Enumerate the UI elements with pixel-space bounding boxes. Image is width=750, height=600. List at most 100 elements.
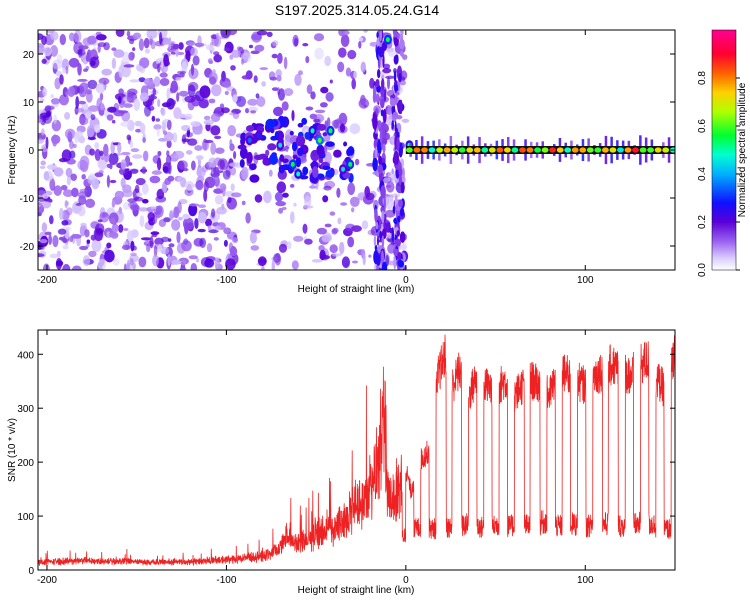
- heatmap-cell: [386, 76, 391, 90]
- heatmap-cell: [395, 54, 399, 64]
- heatmap-cell: [78, 48, 83, 59]
- heatmap-cell: [142, 198, 149, 204]
- heatmap-cell: [143, 78, 154, 86]
- heatmap-cell: [133, 98, 140, 112]
- heatmap-cell: [62, 264, 71, 270]
- heatmap-cell: [392, 111, 399, 119]
- spectrogram-ytick-label: 10: [23, 98, 35, 109]
- heatmap-cell: [41, 128, 45, 136]
- heatmap-cell: [379, 30, 383, 42]
- heatmap-cell: [38, 202, 42, 206]
- heatmap-cell: [241, 200, 246, 206]
- heatmap-cell: [265, 118, 276, 129]
- heatmap-cell: [400, 50, 404, 57]
- heatmap-cell: [295, 135, 306, 147]
- spectrogram-ytick-label: 0: [28, 146, 34, 157]
- heatmap-cell: [394, 135, 398, 151]
- heatmap-cell: [399, 99, 403, 115]
- signal-point: [586, 147, 594, 153]
- heatmap-cell: [301, 117, 308, 125]
- heatmap-cell: [382, 143, 386, 154]
- heatmap-cell: [104, 249, 115, 263]
- heatmap-cell: [154, 40, 164, 47]
- heatmap-cell: [56, 260, 64, 267]
- heatmap-cell: [167, 254, 171, 266]
- snr-xtick-label: 0: [403, 575, 409, 586]
- heatmap-cell: [118, 167, 128, 176]
- heatmap-cell: [178, 42, 184, 50]
- heatmap-cell: [53, 185, 62, 197]
- heatmap-cell: [188, 203, 200, 207]
- snr-xtick-label: 100: [577, 575, 594, 586]
- signal-point: [473, 147, 481, 153]
- heatmap-cell: [377, 164, 383, 174]
- heatmap-cell: [387, 50, 398, 58]
- heatmap-cell: [86, 239, 91, 244]
- heatmap-cell: [77, 100, 86, 105]
- heatmap-cell: [241, 166, 249, 180]
- heatmap-cell: [216, 206, 228, 215]
- heatmap-cell: [99, 150, 104, 157]
- heatmap-cell: [90, 114, 96, 121]
- heatmap-cell: [39, 239, 48, 244]
- heatmap-cell: [150, 40, 156, 50]
- heatmap-cell: [382, 67, 392, 74]
- snr-ytick-label: 100: [17, 512, 34, 523]
- heatmap-cell: [214, 194, 224, 205]
- heatmap-cell: [46, 30, 55, 34]
- heatmap-cell: [338, 30, 345, 37]
- heatmap-cell: [322, 132, 328, 137]
- signal-point: [617, 147, 624, 153]
- heatmap-cell: [246, 125, 255, 132]
- heatmap-cell: [379, 230, 383, 241]
- heatmap-cell: [396, 136, 400, 152]
- heatmap-cell: [312, 166, 319, 178]
- heatmap-cell: [231, 192, 242, 198]
- heatmap-cell: [136, 192, 143, 197]
- heatmap-cell: [347, 236, 355, 248]
- heatmap-cell: [236, 46, 242, 51]
- spectrogram-xtick-label: 0: [403, 275, 409, 286]
- heatmap-cell: [211, 84, 222, 97]
- heatmap-cell: [184, 221, 189, 235]
- heatmap-cell: [386, 89, 395, 97]
- signal-point: [549, 147, 556, 153]
- heatmap-cell: [223, 47, 230, 52]
- heatmap-cell: [71, 187, 79, 198]
- heatmap-cell: [62, 67, 66, 74]
- heatmap-cell: [375, 146, 378, 160]
- heatmap-cell: [283, 88, 294, 97]
- heatmap-cell: [140, 237, 152, 241]
- heatmap-cell: [389, 98, 396, 107]
- heatmap-cell: [190, 121, 201, 127]
- signal-point: [594, 147, 602, 153]
- heatmap-cell: [239, 159, 245, 168]
- heatmap-cell: [94, 142, 100, 150]
- heatmap-cell: [289, 130, 294, 136]
- heatmap-cell: [118, 88, 124, 95]
- heatmap-cell: [333, 149, 342, 158]
- heatmap-cell: [123, 103, 133, 108]
- heatmap-cell: [114, 190, 125, 200]
- heatmap-cell: [254, 194, 263, 203]
- heatmap-cell: [190, 63, 195, 76]
- heatmap-cell: [393, 70, 397, 83]
- heatmap-cell: [377, 68, 381, 79]
- heatmap-cell: [120, 121, 131, 127]
- heatmap-cell: [142, 132, 146, 144]
- heatmap-cell: [186, 150, 193, 155]
- heatmap-cell: [84, 229, 90, 238]
- heatmap-cell: [181, 124, 191, 132]
- heatmap-cell: [343, 141, 348, 147]
- heatmap-cell: [42, 46, 53, 57]
- heatmap-cell: [302, 43, 309, 47]
- heatmap-cell: [210, 125, 221, 136]
- signal-point: [541, 147, 549, 153]
- heatmap-cell: [38, 33, 44, 40]
- heatmap-cell: [229, 143, 235, 152]
- heatmap-cell: [68, 32, 75, 42]
- heatmap-cell: [273, 253, 281, 263]
- heatmap-cell: [215, 32, 220, 39]
- colorbar-tick-label: 0.0: [697, 263, 708, 277]
- heatmap-cell: [182, 213, 190, 220]
